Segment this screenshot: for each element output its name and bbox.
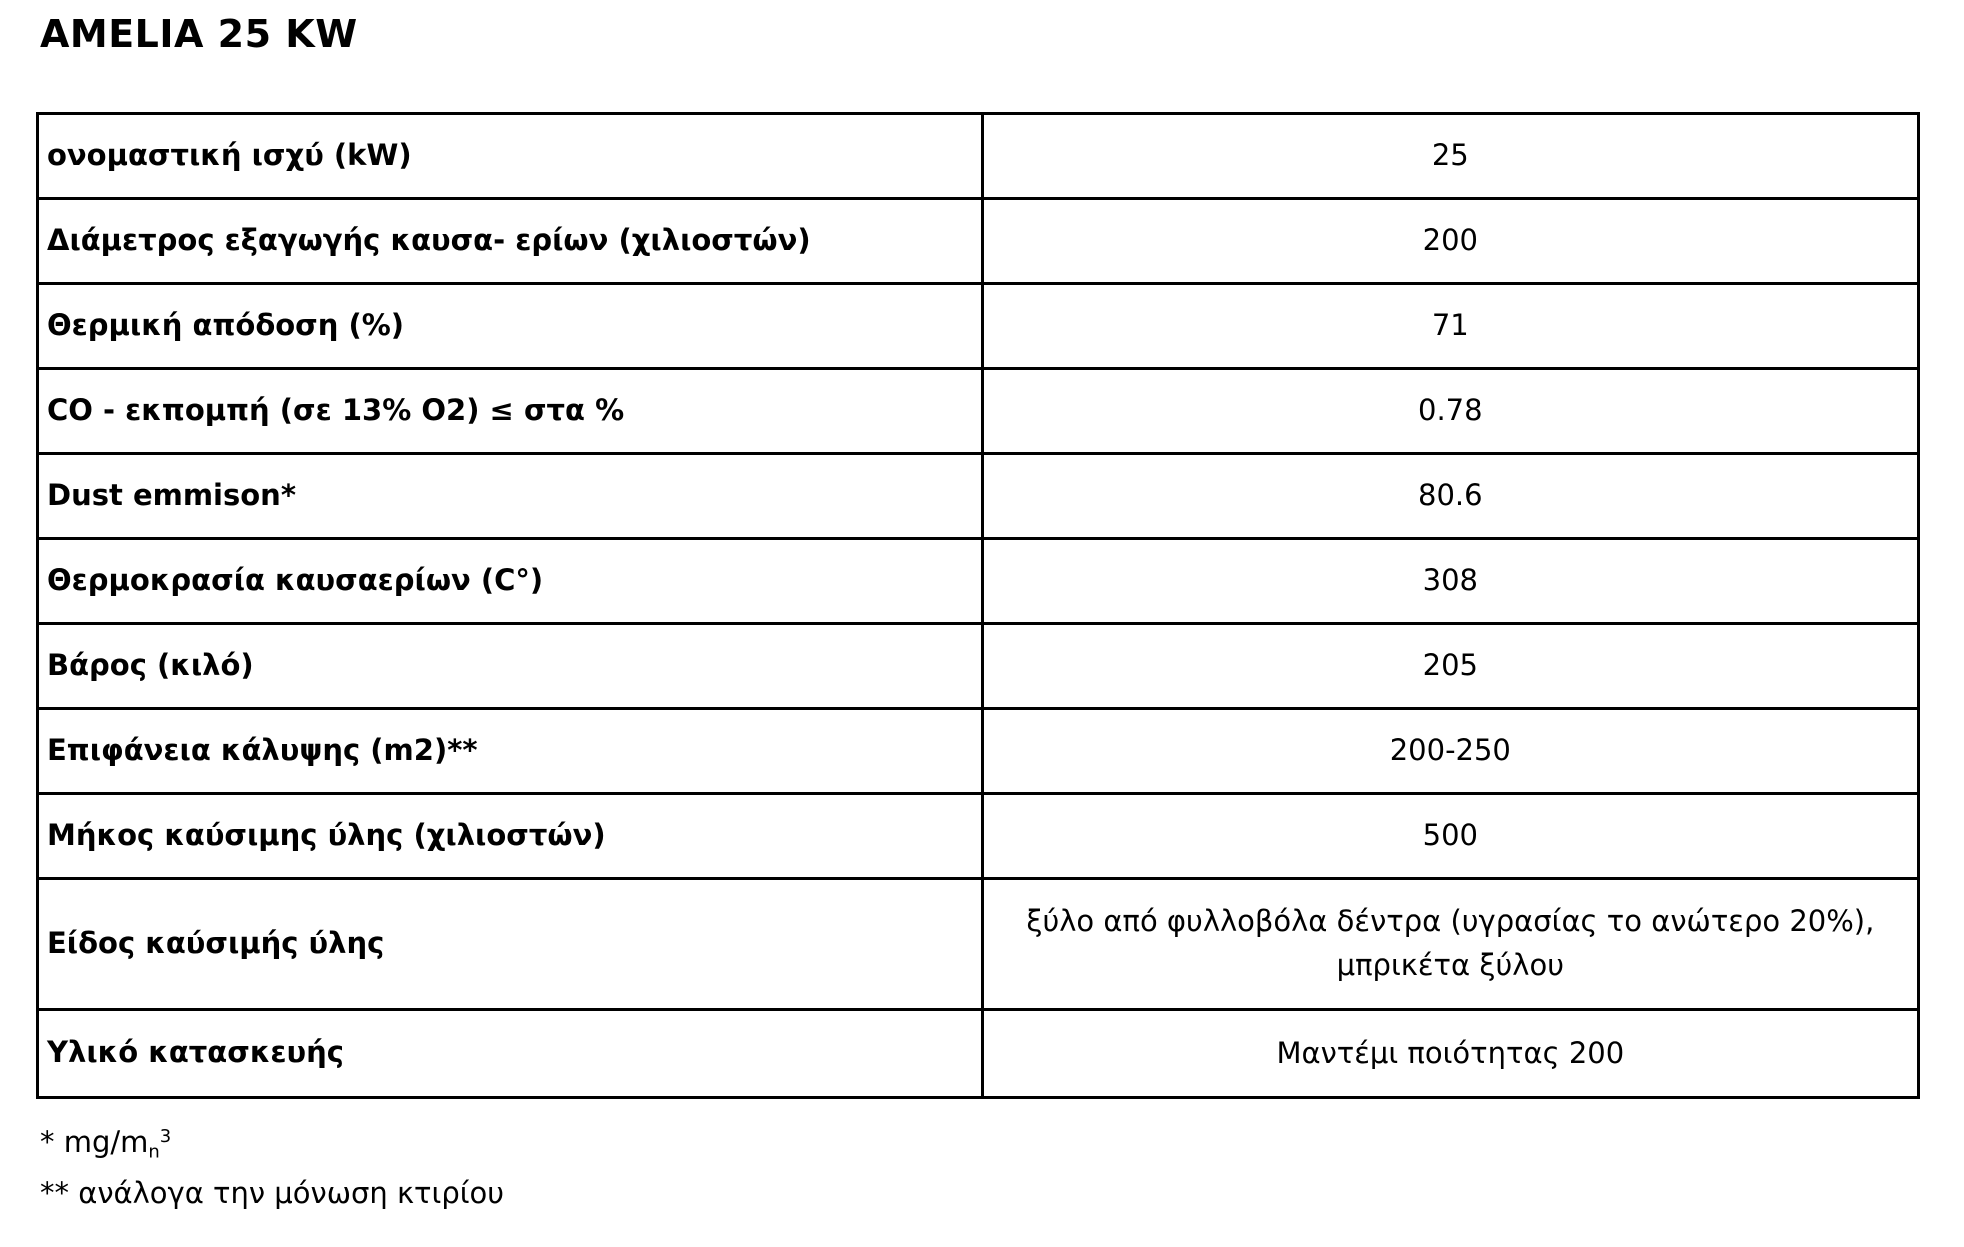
table-row: ονομαστική ισχύ (kW) 25: [39, 114, 1917, 200]
spec-value: 308: [1422, 563, 1478, 598]
spec-sheet-page: AMELIA 25 KW ονομαστική ισχύ (kW) 25 Διά…: [36, 12, 1920, 1211]
spec-value: 25: [1431, 138, 1469, 173]
spec-label: Επιφάνεια κάλυψης (m2)**: [39, 709, 984, 792]
spec-label: Διάμετρος εξαγωγής καυσα- ερίων (χιλιοστ…: [39, 199, 984, 282]
footnote-unit-subscript: n: [148, 1141, 160, 1163]
spec-label: Dust emmison*: [39, 454, 984, 537]
spec-label: Θερμική απόδοση (%): [39, 284, 984, 367]
page-title: AMELIA 25 KW: [40, 12, 358, 56]
footnote-dust-unit: * mg/mn3: [40, 1124, 1920, 1163]
footnote-unit-superscript: 3: [159, 1125, 172, 1147]
spec-value: Μαντέμι ποιότητας 200: [1276, 1035, 1625, 1070]
spec-label: Μήκος καύσιμης ύλης (χιλιοστών): [39, 794, 984, 877]
table-row: Μήκος καύσιμης ύλης (χιλιοστών) 500: [39, 794, 1917, 880]
spec-label: ονομαστική ισχύ (kW): [39, 114, 984, 197]
spec-value: 0.78: [1418, 393, 1483, 428]
table-row: CO - εκπομπή (σε 13% O2) ≤ στα % 0.78: [39, 369, 1917, 455]
spec-value: 200: [1422, 223, 1478, 258]
spec-value: 500: [1422, 818, 1478, 853]
spec-label: Θερμοκρασία καυσαερίων (C°): [39, 539, 984, 622]
footnote-insulation: ** ανάλογα την μόνωση κτιρίου: [40, 1175, 505, 1210]
spec-value: 71: [1431, 308, 1469, 343]
table-row: Επιφάνεια κάλυψης (m2)** 200-250: [39, 709, 1917, 795]
spec-value: 200-250: [1389, 733, 1511, 768]
table-row: Είδος καύσιμής ύλης ξύλο από φυλλοβόλα δ…: [39, 879, 1917, 1011]
table-row: Θερμική απόδοση (%) 71: [39, 284, 1917, 370]
table-row: Βάρος (κιλό) 205: [39, 624, 1917, 710]
spec-label: Βάρος (κιλό): [39, 624, 984, 707]
table-row: Θερμοκρασία καυσαερίων (C°) 308: [39, 539, 1917, 625]
spec-label: Υλικό κατασκευής: [39, 1010, 984, 1096]
spec-value: 205: [1422, 648, 1478, 683]
spec-label: CO - εκπομπή (σε 13% O2) ≤ στα %: [39, 369, 984, 452]
table-row: Dust emmison* 80.6: [39, 454, 1917, 540]
table-row: Υλικό κατασκευής Μαντέμι ποιότητας 200: [39, 1010, 1917, 1096]
spec-label: Είδος καύσιμής ύλης: [39, 879, 984, 1008]
footnote-unit-prefix: * mg/m: [40, 1124, 149, 1159]
spec-table: ονομαστική ισχύ (kW) 25 Διάμετρος εξαγωγ…: [36, 111, 1920, 1099]
spec-value: ξύλο από φυλλοβόλα δέντρα (υγρασίας το α…: [1026, 904, 1875, 982]
spec-value: 80.6: [1418, 478, 1483, 513]
table-row: Διάμετρος εξαγωγής καυσα- ερίων (χιλιοστ…: [39, 199, 1917, 285]
footnotes: * mg/mn3 ** ανάλογα την μόνωση κτιρίου: [40, 1125, 1920, 1211]
